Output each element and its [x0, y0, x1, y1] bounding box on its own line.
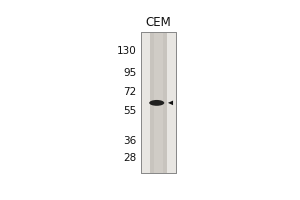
- Text: 55: 55: [123, 106, 136, 116]
- Bar: [141, 32, 176, 173]
- Text: 72: 72: [123, 87, 136, 97]
- Polygon shape: [168, 101, 173, 105]
- Ellipse shape: [149, 100, 164, 106]
- Text: 130: 130: [117, 46, 136, 56]
- Text: CEM: CEM: [146, 16, 171, 29]
- Text: 36: 36: [123, 136, 136, 146]
- Bar: [141, 32, 176, 173]
- Bar: [154, 32, 163, 173]
- Text: 28: 28: [123, 153, 136, 163]
- Bar: [150, 32, 167, 173]
- Text: 95: 95: [123, 68, 136, 78]
